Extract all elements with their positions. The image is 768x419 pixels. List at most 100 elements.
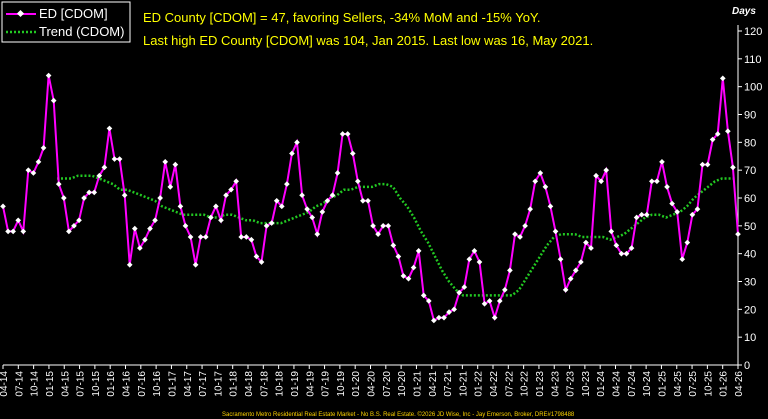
data-point-ed-cdom — [192, 261, 199, 268]
x-tick-label: 01-22 — [474, 371, 485, 397]
x-tick-label: 04-14 — [0, 371, 10, 397]
x-tick-label: 01-19 — [290, 371, 301, 397]
data-point-ed-cdom — [243, 234, 250, 240]
x-tick-label: 07-17 — [198, 371, 209, 397]
data-point-ed-cdom — [496, 298, 503, 304]
x-tick-label: 10-23 — [581, 371, 592, 397]
data-point-ed-cdom — [380, 223, 387, 229]
x-tick-label: 10-19 — [336, 371, 347, 397]
y-tick-label: 80 — [744, 137, 756, 149]
data-point-ed-cdom — [628, 245, 635, 251]
data-point-ed-cdom — [699, 161, 706, 168]
data-point-ed-cdom — [334, 170, 341, 176]
data-point-ed-cdom — [507, 267, 513, 274]
x-tick-label: 01-24 — [596, 371, 607, 397]
data-point-ed-cdom — [654, 178, 660, 185]
data-point-ed-cdom — [233, 178, 240, 185]
x-tick-label: 10-17 — [213, 371, 224, 397]
x-tick-label: 07-18 — [259, 371, 270, 397]
data-point-ed-cdom — [588, 245, 594, 251]
data-point-ed-cdom — [638, 211, 645, 218]
x-tick-label: 04-19 — [305, 371, 316, 397]
data-point-ed-cdom — [278, 203, 285, 210]
data-point-ed-cdom — [593, 172, 599, 179]
data-point-ed-cdom — [684, 239, 691, 246]
data-point-ed-cdom — [598, 178, 604, 185]
data-point-ed-cdom — [643, 211, 650, 218]
x-tick-label: 07-16 — [137, 371, 148, 397]
data-point-ed-cdom — [704, 161, 711, 168]
data-point-ed-cdom — [557, 256, 564, 263]
x-tick-label: 04-16 — [122, 371, 133, 397]
data-point-ed-cdom — [441, 314, 447, 321]
x-tick-label: 07-22 — [504, 371, 515, 397]
x-tick-label: 04-22 — [489, 371, 500, 397]
x-tick-label: 04-20 — [367, 371, 378, 397]
x-tick-label: 01-17 — [167, 371, 178, 397]
data-point-ed-cdom — [177, 203, 184, 210]
data-point-ed-cdom — [633, 214, 640, 221]
data-point-ed-cdom — [608, 228, 615, 235]
trend-layer — [57, 174, 736, 297]
data-point-ed-cdom — [126, 261, 133, 268]
data-point-ed-cdom — [461, 284, 468, 290]
x-tick-label: 10-16 — [152, 371, 163, 397]
data-point-ed-cdom — [552, 228, 559, 235]
x-tick-label: 01-26 — [719, 371, 730, 397]
data-point-ed-cdom — [674, 209, 681, 215]
data-point-ed-cdom — [613, 242, 620, 249]
data-point-ed-cdom — [542, 184, 549, 190]
data-point-ed-cdom — [20, 228, 27, 235]
data-point-ed-cdom — [537, 170, 544, 176]
x-tick-label: 04-23 — [550, 371, 561, 397]
data-point-ed-cdom — [365, 197, 371, 204]
data-point-ed-cdom — [218, 217, 224, 224]
x-tick-label: 07-19 — [321, 371, 332, 397]
data-point-ed-cdom — [689, 211, 696, 218]
data-point-ed-cdom — [339, 131, 346, 137]
data-point-ed-cdom — [223, 192, 229, 199]
data-point-ed-cdom — [410, 264, 417, 271]
data-point-ed-cdom — [436, 314, 442, 321]
data-point-ed-cdom — [456, 289, 463, 296]
data-point-ed-cdom — [137, 245, 143, 251]
data-point-ed-cdom — [238, 234, 245, 240]
x-tick-label: 01-18 — [229, 371, 240, 397]
data-point-ed-cdom — [228, 186, 234, 193]
data-point-ed-cdom — [253, 253, 260, 260]
data-point-ed-cdom — [157, 195, 163, 201]
x-tick-label: 01-23 — [535, 371, 546, 397]
series-line-ed-cdom — [2, 75, 739, 323]
data-point-ed-cdom — [81, 195, 87, 201]
data-point-ed-cdom — [425, 298, 432, 304]
data-point-ed-cdom — [299, 192, 305, 199]
data-point-ed-cdom — [319, 209, 326, 215]
data-point-ed-cdom — [390, 242, 397, 249]
data-point-ed-cdom — [273, 197, 280, 204]
legend-label-trend: Trend (CDOM) — [39, 24, 124, 39]
x-tick-label: 01-16 — [106, 371, 117, 397]
data-point-ed-cdom — [131, 225, 138, 232]
data-point-ed-cdom — [86, 189, 93, 196]
legend: ED [CDOM] Trend (CDOM) — [1, 1, 131, 43]
data-point-ed-cdom — [213, 203, 219, 210]
data-point-ed-cdom — [405, 275, 412, 282]
y-tick-label: 30 — [744, 277, 756, 289]
data-point-ed-cdom — [466, 256, 473, 263]
x-tick-label: 10-20 — [397, 371, 408, 397]
x-tick-label: 07-20 — [382, 371, 393, 397]
x-tick-label: 10-14 — [30, 371, 41, 397]
x-tick-label: 01-25 — [657, 371, 668, 397]
data-point-ed-cdom — [669, 200, 675, 207]
y-tick-label: 100 — [744, 82, 762, 94]
data-point-ed-cdom — [101, 164, 108, 171]
data-point-ed-cdom — [562, 287, 569, 293]
data-point-ed-cdom — [547, 203, 554, 210]
x-tick-label: 07-24 — [627, 371, 638, 397]
header-line-1: ED County [CDOM] = 47, favoring Sellers,… — [143, 10, 541, 25]
data-point-ed-cdom — [471, 248, 478, 254]
data-point-ed-cdom — [730, 164, 736, 171]
data-point-ed-cdom — [25, 167, 32, 173]
data-point-ed-cdom — [202, 234, 209, 240]
